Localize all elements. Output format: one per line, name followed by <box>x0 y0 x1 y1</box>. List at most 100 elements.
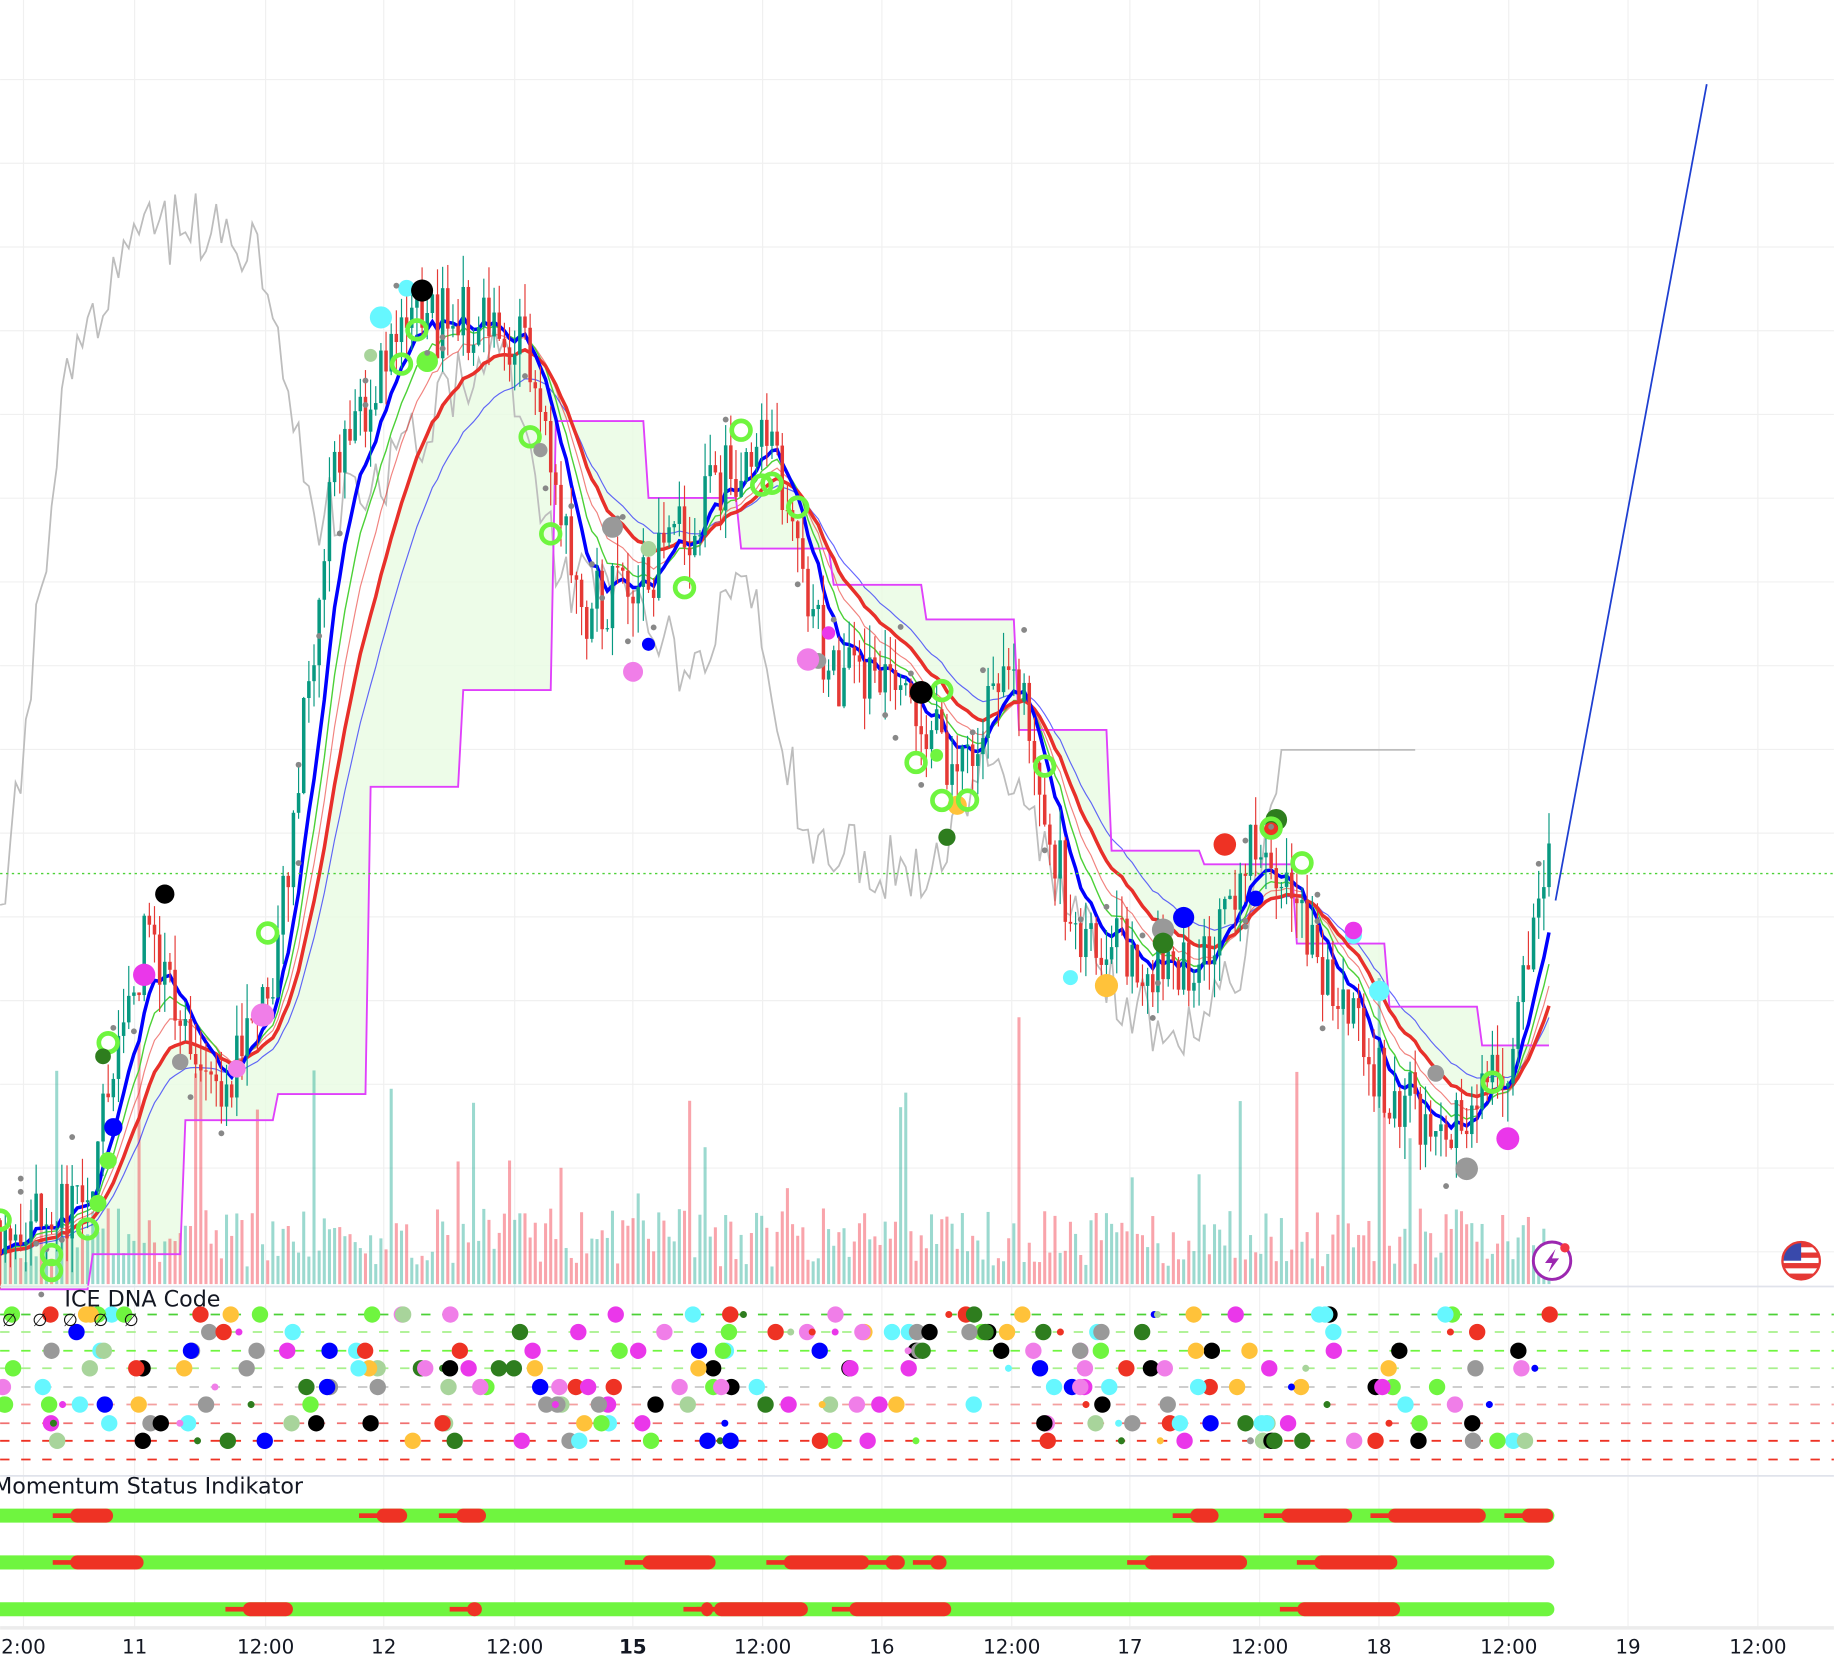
candle-body <box>1536 898 1541 918</box>
volume-bar <box>1228 1211 1232 1285</box>
ice-dot <box>590 1396 608 1413</box>
signal-dot <box>17 1175 24 1182</box>
volume-bars <box>0 978 1551 1285</box>
signal-ring <box>405 318 429 342</box>
signal-dot <box>439 345 446 352</box>
ice-header-symbol: ∅ <box>123 1310 138 1330</box>
volume-bar <box>1465 1224 1469 1285</box>
signal-dot <box>99 1151 117 1170</box>
candle-body <box>1480 1073 1484 1110</box>
volume-bar <box>544 1223 548 1285</box>
volume-bar <box>286 1226 290 1285</box>
candle-body <box>1006 666 1011 670</box>
ice-dna-panel: ∅ ∅ ∅ ∅ ∅ <box>0 1306 1834 1461</box>
volume-bar <box>477 1240 481 1285</box>
volume-bar <box>183 1225 187 1285</box>
volume-bar <box>369 1235 373 1285</box>
volume-bar <box>1357 1234 1361 1285</box>
candle-body <box>883 664 887 693</box>
volume-bar <box>1176 1259 1181 1285</box>
candle-body <box>1161 928 1165 980</box>
candle-body <box>296 793 301 813</box>
ice-dot <box>798 1323 816 1341</box>
ice-dot <box>505 1360 523 1377</box>
volume-bar <box>929 1214 934 1285</box>
ice-dot <box>201 1323 218 1341</box>
momentum-bear-tail <box>683 1606 707 1612</box>
candle-body <box>1387 1112 1392 1119</box>
momentum-bear-tail <box>1296 1560 1321 1565</box>
volume-bar <box>317 1250 321 1285</box>
us-flag-icon[interactable] <box>1781 1240 1822 1281</box>
momentum-bear-segment <box>1297 1602 1401 1617</box>
volume-bar <box>1382 1069 1386 1285</box>
signal-ring <box>0 1208 12 1232</box>
volume-bar <box>379 1238 383 1285</box>
volume-bar <box>935 1243 939 1285</box>
candle-body <box>693 535 697 556</box>
ice-dot <box>904 1347 912 1355</box>
candle-body <box>1151 974 1155 993</box>
volume-bar <box>682 1210 687 1285</box>
candle-body <box>199 1064 203 1071</box>
volume-bar <box>307 1256 311 1285</box>
candle-body <box>1181 942 1186 990</box>
x-tick-label: 16 <box>869 1636 894 1656</box>
candle-body <box>265 987 270 999</box>
ice-dot <box>579 1378 597 1396</box>
ice-dot <box>215 1323 232 1341</box>
volume-bar <box>760 1215 764 1285</box>
candle-body <box>770 431 774 446</box>
volume-bar <box>559 1167 563 1285</box>
volume-bar <box>811 1261 815 1285</box>
ice-dot <box>176 1419 184 1427</box>
candle-body <box>950 764 954 785</box>
signal-dot <box>1319 1025 1326 1032</box>
momentum-bear-segment <box>930 1555 947 1570</box>
candle-body <box>1238 873 1243 910</box>
candle-body <box>1325 959 1330 995</box>
volume-bar <box>24 1262 28 1285</box>
volume-bar <box>1197 1174 1201 1285</box>
ice-dot <box>152 1415 169 1432</box>
time-axis[interactable]: 2:00 11 12:00 12 12:00 15 12:00 16 12:00 17 12:00 1… <box>1 1636 1786 1656</box>
ice-dot <box>714 1342 732 1359</box>
candle-body <box>626 570 630 597</box>
volume-bar <box>688 1100 692 1285</box>
volume-bar <box>1130 1177 1134 1285</box>
volume-bar <box>646 1238 651 1285</box>
candle-body <box>1428 1114 1433 1137</box>
volume-bar <box>255 1109 259 1285</box>
candle-body <box>276 934 280 998</box>
volume-bar <box>456 1161 460 1285</box>
volume-bar <box>919 1235 923 1285</box>
candles[interactable] <box>0 255 1551 1289</box>
ice-dot <box>713 1378 730 1396</box>
volume-bar <box>415 1264 419 1285</box>
candle-body <box>677 506 682 524</box>
momentum-bear-segment <box>783 1555 870 1570</box>
candle-body <box>435 294 440 359</box>
candle-body <box>307 681 311 699</box>
candle-body <box>1017 669 1021 702</box>
candle-body <box>1187 942 1191 991</box>
volume-bar <box>225 1214 229 1285</box>
candle-body <box>991 683 996 687</box>
volume-bar <box>1393 1263 1397 1285</box>
candle-body <box>662 532 666 543</box>
alert-button[interactable] <box>1531 1240 1573 1281</box>
ice-dot <box>248 1342 265 1359</box>
candle-body <box>34 1193 38 1222</box>
volume-bar <box>34 1256 38 1285</box>
volume-bar <box>580 1212 584 1285</box>
signal-dot <box>722 416 729 423</box>
volume-bar <box>86 1234 90 1285</box>
ice-dot <box>1292 1378 1310 1396</box>
ice-dot <box>103 1306 120 1323</box>
candle-body <box>929 730 934 750</box>
ice-dot <box>1201 1378 1218 1396</box>
candle-body <box>1284 872 1289 887</box>
candle-body <box>332 451 337 483</box>
candle-body <box>8 1228 13 1241</box>
